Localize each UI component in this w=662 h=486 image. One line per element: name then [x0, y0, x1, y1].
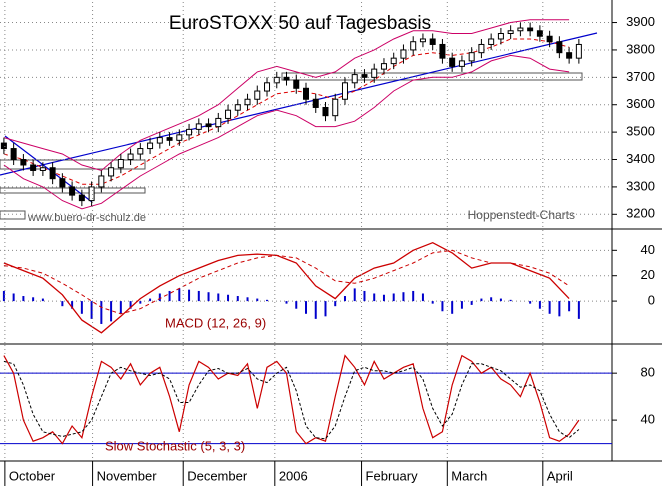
candle-body [49, 167, 56, 180]
x-tick-label: February [366, 468, 419, 483]
candle-body [108, 167, 115, 177]
candle-body [78, 194, 85, 202]
candle-body [117, 159, 124, 169]
candle-body [556, 41, 563, 54]
lower-band [3, 54, 570, 210]
annotation: Hoppenstedt-Charts [468, 208, 575, 222]
upper-band [3, 19, 570, 172]
x-tick-label: March [451, 468, 487, 483]
candle-body [400, 49, 407, 59]
y-tick-label: 3300 [626, 178, 655, 193]
candle-body [88, 186, 95, 202]
indicator-label: MACD (12, 26, 9) [165, 315, 266, 330]
zone [281, 72, 583, 81]
annotation: www.buero-dr-schulz.de [27, 212, 146, 224]
candle-body [410, 41, 417, 51]
candle-body [186, 128, 193, 136]
candle-body [575, 43, 582, 59]
y-tick-label: 0 [648, 293, 655, 308]
trend-lines [0, 32, 598, 203]
candle-body [351, 74, 358, 84]
trend-line [0, 32, 598, 176]
candle-body [303, 87, 309, 100]
candle-body [283, 76, 290, 81]
candle-body [380, 63, 387, 70]
candle-body [225, 109, 232, 119]
zone [0, 210, 26, 220]
x-tick-label: 2006 [279, 468, 308, 483]
chart-title: EuroSTOXX 50 auf Tagesbasis [169, 13, 431, 34]
candle-body [39, 167, 46, 171]
y-tick-label: 20 [641, 267, 655, 282]
candle-body [215, 117, 222, 128]
y-tick-label: 3800 [626, 41, 655, 56]
candle-body [546, 35, 553, 43]
y-tick-label: 3200 [626, 206, 655, 221]
candle-body [69, 186, 76, 196]
candle-body [254, 90, 261, 100]
candle-body [566, 52, 573, 59]
candle-body [419, 38, 426, 43]
candle-body [205, 123, 212, 128]
candle-body [390, 57, 397, 65]
y-tick-label: 80 [641, 365, 655, 380]
candle-body [468, 52, 475, 62]
candle-body [137, 148, 144, 155]
y-tick-label: 3500 [626, 124, 655, 139]
candle-body [30, 164, 37, 171]
d-line [3, 360, 580, 440]
candle-body [332, 98, 339, 117]
x-tick-label: November [97, 468, 158, 483]
candle-body [293, 79, 300, 89]
candle-body [127, 153, 134, 161]
candle-body [273, 76, 280, 84]
indicator-label: Slow Stochastic (5, 3, 3) [105, 438, 245, 453]
candle-body [166, 137, 173, 141]
candle-body [536, 30, 543, 37]
candle-body [312, 98, 319, 108]
macd-line [3, 241, 570, 334]
candle-body [507, 30, 514, 35]
y-tick-label: 3600 [626, 96, 655, 111]
candle-body [322, 106, 329, 117]
candle-body [195, 123, 202, 130]
candle-body [458, 60, 465, 67]
candle-body [439, 43, 446, 59]
candle-body [147, 142, 154, 150]
candle-body [361, 74, 368, 78]
candle-body [449, 57, 456, 67]
k-line [3, 354, 580, 445]
candle-body [59, 178, 66, 188]
candle-body [10, 148, 17, 161]
candle-body [527, 27, 534, 32]
x-tick-label: October [9, 468, 56, 483]
candle-body [371, 68, 378, 78]
candle-body [341, 82, 348, 100]
middle-band [3, 38, 570, 185]
y-tick-label: 40 [641, 412, 655, 427]
candle-body [264, 82, 271, 92]
candle-body [0, 142, 7, 150]
candle-body [20, 159, 27, 166]
trend-line [4, 135, 93, 203]
y-tick-label: 3400 [626, 151, 655, 166]
candle-body [429, 38, 436, 45]
candle-body [497, 33, 504, 40]
candle-body [478, 43, 485, 54]
candle-body [234, 104, 241, 111]
y-tick-label: 40 [641, 242, 655, 257]
candle-body [98, 175, 105, 188]
candle-body [176, 134, 183, 141]
candle-body [517, 27, 524, 32]
candle-body [156, 137, 163, 144]
candle-body [244, 98, 251, 106]
x-tick-label: April [547, 468, 573, 483]
x-tick-label: December [187, 468, 248, 483]
y-tick-label: 3700 [626, 69, 655, 84]
candle-body [488, 38, 495, 45]
y-tick-label: 3900 [626, 14, 655, 29]
